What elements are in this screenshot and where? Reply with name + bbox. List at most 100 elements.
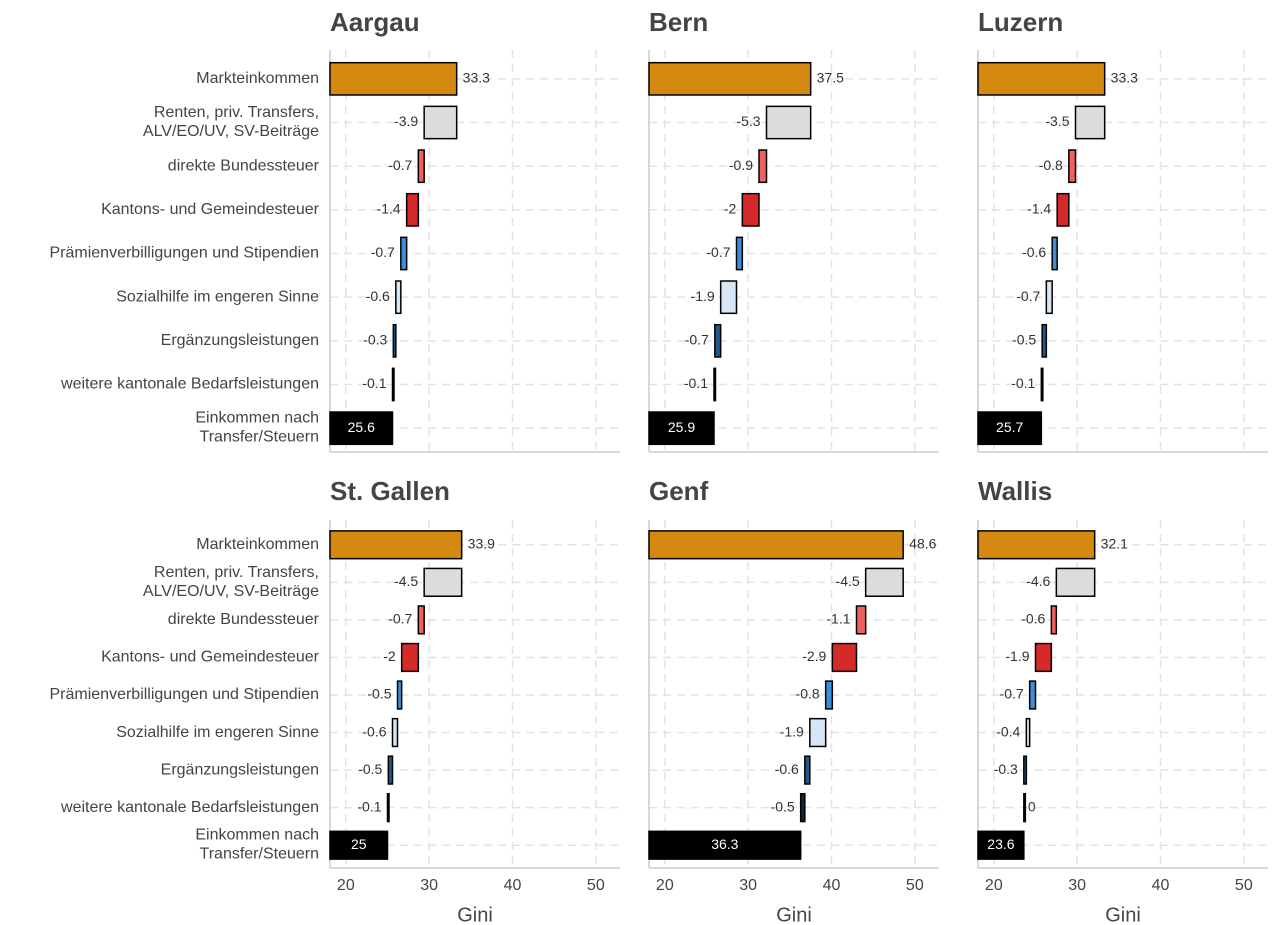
bar: [1040, 367, 1044, 402]
bar: [713, 367, 717, 402]
data-label: -0.1: [1011, 375, 1035, 391]
data-label: -0.7: [1016, 288, 1040, 304]
bar: [735, 236, 744, 271]
panel-title: Genf: [649, 476, 709, 506]
data-label: 48.6: [909, 535, 936, 551]
panel-title: Aargau: [330, 7, 420, 37]
x-tick-label: 30: [1068, 877, 1086, 894]
bar: [1025, 717, 1031, 748]
data-label: -1.9: [691, 288, 715, 304]
bar: [400, 642, 420, 673]
panel-title: Luzern: [978, 7, 1063, 37]
bar: [864, 567, 904, 597]
data-label: -4.5: [394, 573, 418, 589]
bar: [824, 680, 834, 710]
y-tick-label: Einkommen nach Transfer/Steuern: [195, 410, 319, 446]
x-tick-label: 30: [739, 877, 757, 894]
bar: [714, 323, 722, 358]
x-tick-label: 40: [1152, 877, 1170, 894]
x-axis-title: Gini: [776, 904, 812, 925]
data-label: -1.1: [826, 611, 850, 627]
x-tick-label: 50: [1235, 877, 1253, 894]
data-label: -0.1: [362, 375, 386, 391]
data-label: -0.5: [358, 761, 382, 777]
data-label: -0.1: [684, 375, 708, 391]
bar: [1056, 192, 1070, 227]
data-label: 32.1: [1101, 535, 1128, 551]
data-label: -4.6: [1026, 573, 1050, 589]
y-tick-label: direkte Bundessteuer: [168, 611, 320, 628]
data-label: -3.9: [394, 113, 418, 129]
data-label: 25: [351, 836, 367, 852]
bar: [765, 105, 812, 140]
data-label: 36.3: [711, 836, 738, 852]
bar: [329, 530, 463, 560]
x-tick-label: 50: [587, 877, 605, 894]
bar: [396, 680, 403, 710]
bar: [395, 280, 402, 315]
x-tick-label: 30: [420, 877, 438, 894]
y-tick-label: weitere kantonale Bedarfsleistungen: [60, 376, 319, 393]
y-tick-label: Sozialhilfe im engeren Sinne: [116, 724, 319, 741]
y-tick-label: direkte Bundessteuer: [168, 157, 320, 174]
bar: [391, 367, 395, 402]
y-tick-label: Sozialhilfe im engeren Sinne: [116, 288, 319, 305]
bar: [758, 149, 768, 184]
bar: [977, 61, 1106, 96]
bar: [387, 755, 394, 785]
bar: [977, 830, 1025, 860]
bar: [648, 61, 812, 96]
bar: [1055, 567, 1096, 597]
data-label: -0.6: [1021, 611, 1045, 627]
bar: [719, 280, 738, 315]
data-label: -1.4: [1027, 201, 1051, 217]
data-label: -1.9: [1005, 648, 1029, 664]
data-label: -0.6: [366, 288, 390, 304]
data-label: 0: [1028, 798, 1036, 814]
y-tick-label: Ergänzungsleistungen: [161, 761, 319, 778]
y-tick-label: Einkommen nach Transfer/Steuern: [195, 827, 319, 863]
bar: [1023, 755, 1028, 785]
bar: [391, 717, 399, 748]
bar: [1068, 149, 1077, 184]
data-label: -3.5: [1045, 113, 1069, 129]
y-tick-label: Prämienverbilligungen und Stipendien: [49, 245, 319, 262]
data-label: 25.6: [348, 419, 375, 435]
bar: [1050, 605, 1058, 635]
data-label: -0.5: [1012, 332, 1036, 348]
bar: [423, 105, 458, 140]
bar: [329, 411, 394, 446]
panel-title: St. Gallen: [330, 476, 450, 506]
data-label: -0.4: [996, 723, 1020, 739]
data-label: -0.7: [706, 244, 730, 260]
data-label: -0.8: [796, 686, 820, 702]
bar: [392, 323, 397, 358]
data-label: -1.9: [780, 723, 804, 739]
data-label: -0.6: [775, 761, 799, 777]
data-label: 33.3: [463, 70, 490, 86]
data-label: -0.3: [994, 761, 1018, 777]
data-label: -0.8: [1039, 157, 1063, 173]
data-label: 33.3: [1111, 70, 1138, 86]
bar: [648, 411, 715, 446]
bar: [1041, 323, 1048, 358]
x-tick-label: 20: [337, 877, 355, 894]
x-tick-label: 40: [823, 877, 841, 894]
bar: [329, 61, 458, 96]
data-label: -0.7: [1000, 686, 1024, 702]
data-label: 25.7: [996, 419, 1023, 435]
y-tick-label: Markteinkommen: [196, 536, 319, 553]
x-tick-label: 20: [985, 877, 1003, 894]
bar: [405, 192, 420, 227]
x-axis-title: Gini: [1105, 904, 1141, 925]
bar: [648, 830, 802, 860]
panel-title: Wallis: [978, 476, 1052, 506]
data-label: -2: [383, 648, 396, 664]
data-label: -0.7: [371, 244, 395, 260]
bar: [799, 793, 806, 823]
bar: [977, 411, 1043, 446]
bar: [1023, 793, 1027, 823]
x-tick-label: 20: [656, 877, 674, 894]
bar: [1045, 280, 1053, 315]
y-tick-label: Kantons- und Gemeindesteuer: [101, 201, 320, 218]
